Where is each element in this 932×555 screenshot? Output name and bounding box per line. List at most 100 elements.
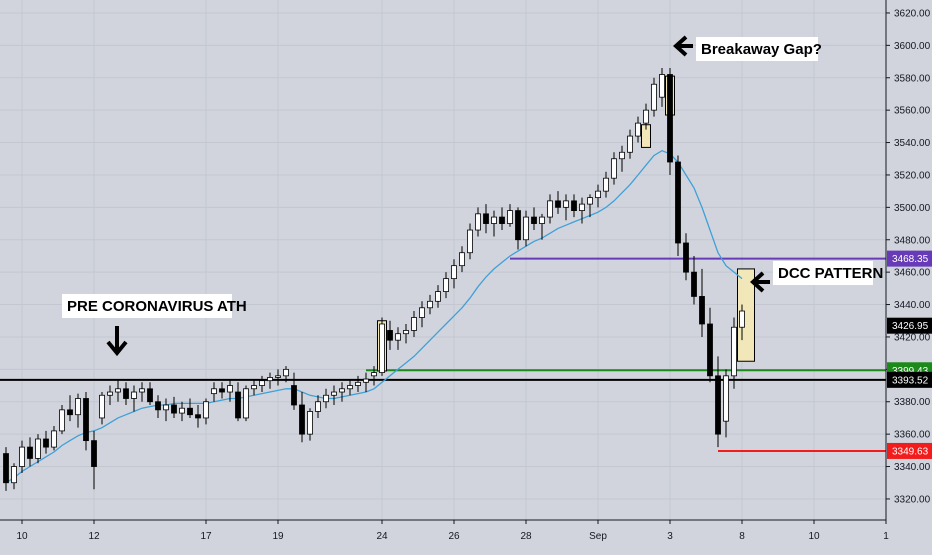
y-tick-label: 3520.00 [894,170,931,181]
candle-body [427,300,433,309]
y-tick-label: 3380.00 [894,397,931,408]
x-tick-label: Sep [589,531,607,542]
candle-body [475,213,481,231]
y-tick-label: 3440.00 [894,300,931,311]
x-tick-label: 26 [448,531,460,542]
candle-body [587,197,593,205]
y-tick-label: 3600.00 [894,41,931,52]
annotation-bg [773,261,873,285]
y-tick-label: 3580.00 [894,73,931,84]
candle-body [499,216,505,224]
candle-body [491,216,497,224]
candle-body [11,466,17,484]
candle-body [683,242,689,273]
candle-body [659,74,665,98]
y-tick-label: 3500.00 [894,203,931,214]
annotations: PRE CORONAVIRUS ATH Breakaway Gap? DCC PAT… [62,35,883,357]
y-tick-label: 3560.00 [894,106,931,117]
candle-body [99,394,105,419]
x-tick-label: 19 [272,531,284,542]
candle-body [379,323,385,373]
annotation-text: PRE CORONAVIRUS ATH [67,298,247,315]
candle-body [699,296,705,325]
annotation-label: Breakaway Gap? [696,37,822,61]
price-badge-label: 3468.35 [892,254,929,265]
candle-body [419,307,425,318]
candle-body [739,310,745,328]
annotation-bg [696,37,818,61]
candle-body [723,375,729,422]
x-tick-label: 28 [520,531,532,542]
price-badge: 3393.52 [887,371,932,388]
candle-body [179,407,185,414]
candle-body [299,404,305,435]
candle-body [155,401,161,411]
candle-body [283,368,289,377]
annotation-bg [62,294,232,318]
price-badge: 3349.63 [887,442,932,459]
candle-body [483,213,489,224]
y-tick-label: 3420.00 [894,332,931,343]
candle-body [467,229,473,254]
candle-body [531,216,537,224]
candle-body [195,414,201,419]
candle-body [43,438,49,448]
x-tick-label: 10 [808,531,820,542]
x-tick-label: 24 [376,531,388,542]
candle-body [387,330,393,341]
candle-body [547,200,553,218]
time-axis-ticks: 10 12 17 19 24 26 28 Sep 3 8 10 1 [16,520,889,542]
y-tick-label: 3340.00 [894,462,931,473]
candle-body [611,158,617,179]
y-tick-label: 3540.00 [894,138,931,149]
arrow-head [750,271,765,293]
candle-body [731,326,737,377]
moving-average [5,149,743,484]
candle-body [315,401,321,412]
price-badge-bg [887,250,932,267]
candle-body [643,109,649,124]
candle-body [715,375,721,435]
candle-body [347,385,353,390]
y-tick-label: 3620.00 [894,8,931,19]
candle-body [451,265,457,280]
y-tick-label: 3460.00 [894,268,931,279]
candle-body [627,135,633,153]
candle-body [227,385,233,393]
candle-body [307,411,313,435]
x-tick-label: 17 [200,531,212,542]
candle-body [595,190,601,199]
candle-body [75,398,81,416]
candle-body [275,375,281,378]
horizontal-levels [0,257,886,452]
x-tick-label: 8 [739,531,745,542]
arrow-head [106,340,128,357]
arrow-left-icon [750,271,770,293]
candles [3,68,745,491]
candle-body [435,291,441,302]
candle-body [507,210,513,224]
candle-body [667,74,673,163]
candle-body [67,409,73,416]
candle-body [675,161,681,244]
price-badge-label: 3399.43 [892,366,929,377]
candle-body [603,177,609,192]
candle-body [571,200,577,211]
candle-body [211,388,217,395]
candle-body [27,446,33,459]
price-badge: 3468.35 [887,250,932,267]
candle-body [691,271,697,297]
candle-body [331,391,337,396]
price-badge-bg [887,442,932,459]
candle-body [515,210,521,241]
candle-body [555,200,561,208]
candle-body [635,122,641,137]
x-tick-label: 1 [883,531,889,542]
candle-body [523,216,529,241]
candle-body [459,252,465,267]
candle-body [395,333,401,341]
candle-body [203,401,209,419]
